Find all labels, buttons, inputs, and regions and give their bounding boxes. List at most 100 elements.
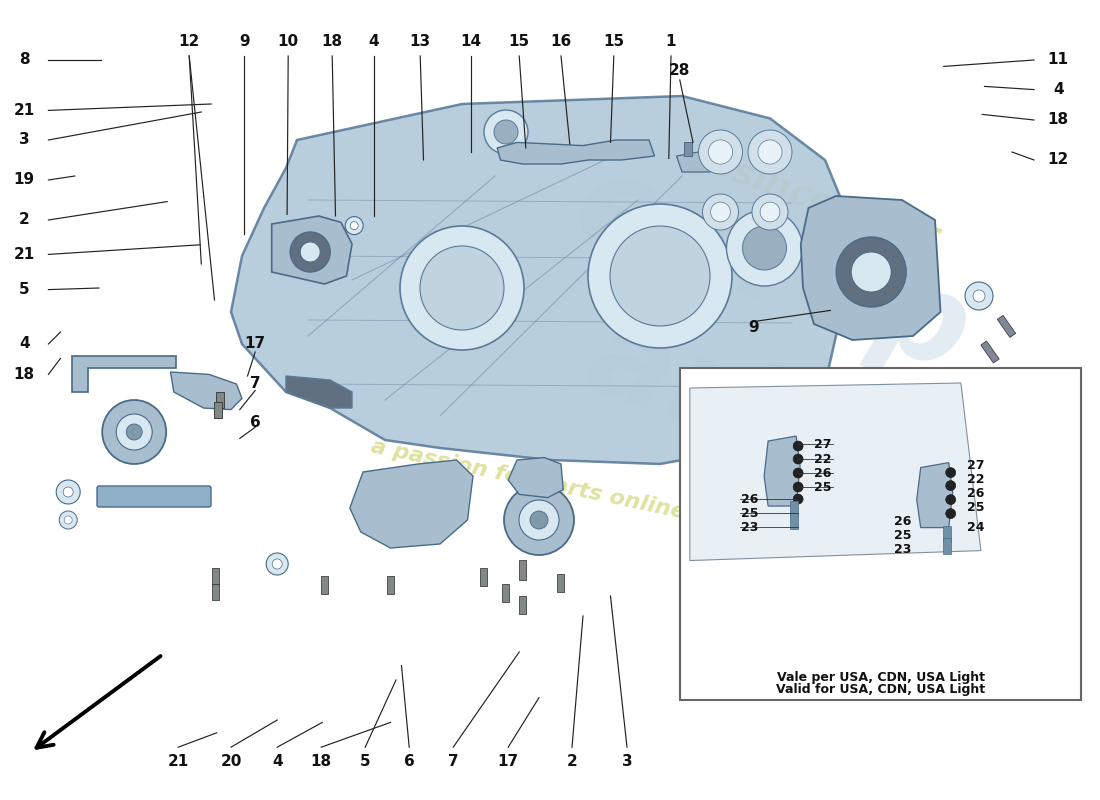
Text: since 1985: since 1985 [727, 154, 945, 262]
Bar [211, 568, 219, 584]
Bar [213, 402, 222, 418]
Circle shape [519, 500, 559, 540]
Polygon shape [970, 369, 988, 391]
Text: 24: 24 [967, 521, 984, 534]
Bar [943, 538, 950, 554]
Polygon shape [497, 140, 654, 164]
Text: 11: 11 [1047, 53, 1069, 67]
Text: 4: 4 [19, 337, 30, 351]
Circle shape [793, 454, 803, 464]
Circle shape [793, 468, 803, 478]
Polygon shape [72, 356, 176, 392]
Circle shape [300, 242, 320, 262]
Text: 22: 22 [967, 473, 984, 486]
Text: 22: 22 [814, 453, 832, 466]
Bar [790, 513, 799, 529]
Polygon shape [764, 436, 800, 506]
Polygon shape [231, 96, 858, 464]
Circle shape [63, 487, 74, 497]
Text: 4: 4 [1053, 82, 1064, 97]
Polygon shape [508, 458, 563, 498]
Circle shape [345, 217, 363, 234]
Text: 26: 26 [814, 466, 832, 479]
Text: 8: 8 [19, 53, 30, 67]
Circle shape [836, 237, 906, 307]
Circle shape [484, 110, 528, 154]
Bar [320, 576, 328, 594]
Circle shape [504, 485, 574, 555]
Circle shape [126, 424, 142, 440]
Text: 25: 25 [967, 501, 984, 514]
Circle shape [793, 482, 803, 492]
Text: 4: 4 [272, 754, 283, 769]
Text: 2: 2 [566, 754, 578, 769]
Text: 1: 1 [666, 34, 676, 49]
Bar [480, 568, 487, 586]
Text: 3: 3 [19, 133, 30, 147]
Circle shape [758, 140, 782, 164]
Circle shape [290, 232, 330, 272]
Text: 26: 26 [741, 493, 759, 506]
Bar [683, 142, 692, 157]
Circle shape [748, 130, 792, 174]
Text: 16: 16 [550, 34, 572, 49]
Text: 18: 18 [13, 367, 35, 382]
Circle shape [530, 511, 548, 529]
Polygon shape [286, 376, 352, 408]
Polygon shape [676, 152, 715, 172]
Text: 26: 26 [967, 487, 984, 500]
Circle shape [350, 222, 359, 230]
Text: 3: 3 [621, 754, 632, 769]
Circle shape [588, 204, 732, 348]
Circle shape [703, 194, 738, 230]
Text: 9: 9 [239, 34, 250, 49]
Bar [216, 392, 224, 408]
Text: 19: 19 [13, 173, 35, 187]
Circle shape [974, 290, 984, 302]
Text: 13: 13 [409, 34, 431, 49]
Polygon shape [916, 462, 953, 528]
Text: Vale per USA, CDN, USA Light: Vale per USA, CDN, USA Light [777, 671, 984, 685]
Circle shape [400, 226, 524, 350]
Circle shape [272, 559, 283, 569]
Text: 26: 26 [894, 515, 912, 528]
Text: 4: 4 [368, 34, 379, 49]
Circle shape [102, 400, 166, 464]
Circle shape [708, 140, 733, 164]
Circle shape [760, 202, 780, 222]
Bar [790, 501, 799, 517]
Bar [680, 368, 1081, 700]
Circle shape [64, 516, 73, 524]
Polygon shape [690, 383, 981, 561]
Circle shape [793, 441, 803, 451]
Text: Valid for USA, CDN, USA Light: Valid for USA, CDN, USA Light [776, 683, 986, 697]
Polygon shape [998, 315, 1015, 338]
Text: 10: 10 [277, 34, 299, 49]
Text: 12: 12 [1047, 153, 1069, 167]
Circle shape [946, 467, 956, 478]
Text: 28: 28 [669, 63, 691, 78]
Text: 15: 15 [508, 34, 530, 49]
Text: 14: 14 [460, 34, 482, 49]
Circle shape [742, 226, 786, 270]
Polygon shape [350, 460, 473, 548]
Text: 7: 7 [448, 754, 459, 769]
Circle shape [711, 202, 730, 222]
Polygon shape [272, 216, 352, 284]
Text: 17: 17 [244, 337, 266, 351]
Polygon shape [801, 196, 940, 340]
Bar [518, 596, 526, 614]
Circle shape [117, 414, 152, 450]
Circle shape [59, 511, 77, 529]
Text: europ
arts: europ arts [510, 143, 986, 529]
Text: 25: 25 [814, 481, 832, 494]
Text: 20: 20 [220, 754, 242, 769]
Circle shape [965, 282, 993, 310]
Bar [557, 574, 564, 592]
Circle shape [726, 210, 803, 286]
Text: 5: 5 [360, 754, 371, 769]
Text: 5: 5 [19, 282, 30, 297]
Circle shape [610, 226, 710, 326]
Circle shape [266, 553, 288, 575]
Circle shape [420, 246, 504, 330]
